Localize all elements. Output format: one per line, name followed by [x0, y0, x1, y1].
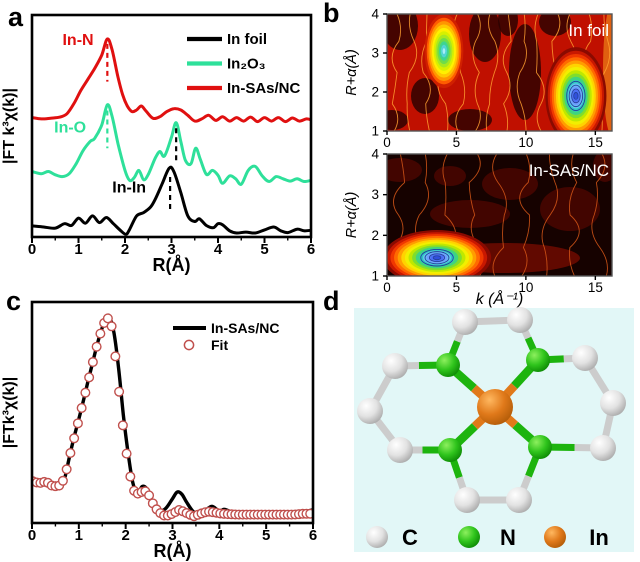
svg-text:6: 6 — [309, 527, 317, 544]
svg-text:2: 2 — [121, 527, 129, 544]
atom-c — [572, 345, 598, 371]
legend-label: In₂O₃ — [227, 56, 266, 73]
x-tick-label: 0 — [383, 280, 391, 295]
panel-d-molecular-model: C N In — [354, 307, 634, 552]
svg-text:0: 0 — [28, 241, 36, 258]
atom-c — [382, 353, 408, 379]
atom-n — [526, 348, 550, 372]
atom-n — [436, 353, 460, 377]
legend-label: In-SAs/NC — [211, 320, 279, 336]
y-axis-label: R+α(Å) — [343, 192, 360, 239]
x-tick-label: 15 — [588, 135, 603, 150]
atom-in — [477, 389, 513, 425]
atom-c — [454, 487, 480, 513]
panel-b-wavelet-transform-plots: In foil 0 5 10 15 4 3 2 1 R+α(Å) In-SAs/NC 0 5 10 15 4 3… — [343, 7, 613, 308]
legend-a: In foil In₂O₃ In-SAs/NC — [187, 31, 301, 97]
y-tick-label: 4 — [371, 147, 379, 162]
svg-text:4: 4 — [214, 241, 223, 258]
panel-c-label: c — [6, 286, 22, 316]
legend-label: Fit — [211, 337, 228, 353]
y-axis-label: R+α(Å) — [343, 49, 360, 96]
svg-text:1: 1 — [75, 527, 83, 544]
x-axis-label: R(Å) — [153, 255, 191, 275]
curve-in-o- — [32, 103, 311, 186]
atom-c — [452, 309, 478, 335]
y-tick-label: 1 — [371, 269, 379, 284]
molecule-legend: C N In — [366, 525, 609, 550]
legend-symbol-c: C — [402, 525, 418, 550]
x-tick-label: 5 — [453, 280, 461, 295]
x-tick-label: 10 — [518, 135, 533, 150]
y-tick-label: 3 — [371, 46, 379, 61]
fit-markers — [32, 313, 313, 522]
molecule-background — [354, 308, 634, 552]
annotation-in-in: In-In — [112, 180, 146, 197]
legend-label: In-SAs/NC — [227, 80, 301, 97]
curve-in-sas-nc — [32, 37, 311, 124]
wavelet-hotspot — [545, 47, 607, 131]
legend-label: In foil — [227, 31, 267, 48]
svg-text:1: 1 — [74, 241, 82, 258]
svg-text:0: 0 — [28, 527, 36, 544]
x-tick-label: 0 — [383, 135, 391, 150]
svg-text:5: 5 — [260, 241, 268, 258]
wavelet-plot-title: In-SAs/NC — [529, 161, 609, 180]
y-tick-label: 1 — [371, 124, 379, 139]
svg-text:5: 5 — [262, 527, 270, 544]
annotation-in-n: In-N — [62, 32, 93, 49]
x-axis-label: k (Å⁻¹) — [476, 289, 524, 308]
atom-c — [506, 487, 532, 513]
wavelet-plot-in-foil: In foil 0 5 10 15 4 3 2 1 R+α(Å) — [343, 7, 613, 150]
wavelet-hotspot — [424, 14, 464, 89]
atom-n — [528, 435, 552, 459]
legend-symbol-in: In — [589, 525, 609, 550]
x-tick-label: 15 — [588, 280, 603, 295]
y-axis-label: |FT k³χ(k)| — [1, 88, 18, 164]
molecule-diagram: C N In — [354, 307, 634, 552]
svg-text:3: 3 — [167, 241, 175, 258]
panel-d-label: d — [323, 286, 340, 316]
curve-in-sas-nc — [32, 313, 313, 518]
atom-c — [507, 307, 533, 333]
x-axis-label: R(Å) — [154, 541, 192, 561]
atom-n — [438, 438, 462, 462]
legend-ball-c — [366, 526, 388, 548]
legend-ball-n — [458, 526, 480, 548]
panel-a-label: a — [8, 2, 24, 32]
svg-text:4: 4 — [215, 527, 224, 544]
y-tick-label: 3 — [371, 187, 379, 202]
atom-c — [600, 390, 626, 416]
panel-a-exafs-ft-chart: 0 1 2 3 4 5 6 In-N In-O In-In R(Å) |FT k³χ(k)| In fo… — [1, 13, 315, 275]
legend-symbol-n: N — [500, 525, 516, 550]
y-axis-label: |FTk³χ(k)| — [1, 377, 18, 449]
y-tick-label: 4 — [371, 7, 379, 22]
curve-in-foil — [32, 165, 311, 236]
x-tick-label: 10 — [518, 280, 533, 295]
fit-chart: 0 1 2 3 4 5 6 R(Å) |FTk³χ(k)| — [1, 300, 317, 561]
svg-text:2: 2 — [121, 241, 129, 258]
atom-c — [357, 398, 383, 424]
y-tick-label: 2 — [371, 228, 379, 243]
atom-c — [590, 435, 616, 461]
svg-text:3: 3 — [168, 527, 176, 544]
x-tick-label: 5 — [453, 135, 461, 150]
svg-text:6: 6 — [307, 241, 315, 258]
annotation-in-o: In-O — [54, 120, 86, 137]
y-tick-label: 2 — [371, 85, 379, 100]
wavelet-plot-title: In foil — [568, 21, 609, 40]
panel-b-label: b — [323, 0, 340, 28]
atom-c — [387, 437, 413, 463]
legend-ball-in — [544, 526, 566, 548]
wavelet-hotspot — [387, 230, 492, 276]
exafs-comparison-chart: 0 1 2 3 4 5 6 In-N In-O In-In R(Å) |FT k³χ(k)| — [1, 13, 315, 275]
wavelet-plot-in-sas-nc: In-SAs/NC 0 5 10 15 4 3 2 1 R+α(Å) — [343, 147, 613, 295]
